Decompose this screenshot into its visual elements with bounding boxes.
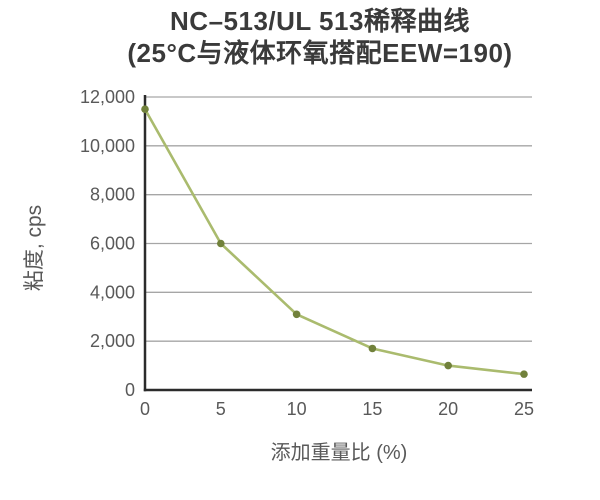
y-tick-label: 8,000 xyxy=(90,185,135,205)
chart-title-block: NC–513/UL 513稀释曲线 (25°C与液体环氧搭配EEW=190) xyxy=(40,5,600,69)
x-tick-label: 15 xyxy=(362,399,382,419)
data-point xyxy=(292,310,301,319)
data-point xyxy=(520,370,528,378)
data-point xyxy=(444,361,453,370)
data-point xyxy=(368,344,377,353)
x-tick-label: 25 xyxy=(514,399,534,419)
x-tick-label: 20 xyxy=(438,399,458,419)
x-axis-title: 添加重量比 (%) xyxy=(270,442,408,464)
y-tick-label: 12,000 xyxy=(80,87,135,107)
x-tick-label: 5 xyxy=(216,399,226,419)
y-tick-label: 4,000 xyxy=(90,282,135,302)
data-point xyxy=(141,105,149,114)
y-tick-label: 10,000 xyxy=(80,136,135,156)
data-point xyxy=(217,239,225,248)
viscosity-series-line xyxy=(143,107,526,376)
x-tick-label: 0 xyxy=(140,399,150,419)
y-tick-label: 6,000 xyxy=(90,234,135,254)
y-tick-label: 2,000 xyxy=(90,331,135,351)
x-tick-label: 10 xyxy=(287,399,307,419)
y-tick-label: 0 xyxy=(125,380,135,400)
chart-subtitle: (25°C与液体环氧搭配EEW=190) xyxy=(127,38,513,68)
chart-title: NC–513/UL 513稀释曲线 xyxy=(170,6,470,36)
